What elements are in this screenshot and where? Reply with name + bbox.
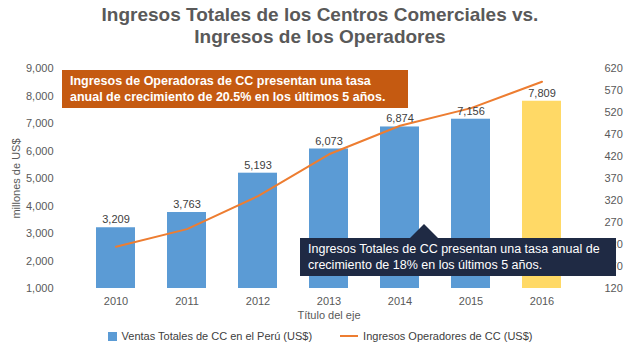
- svg-text:millones de US$: millones de US$: [10, 138, 22, 218]
- svg-text:2016: 2016: [530, 295, 554, 307]
- svg-text:1,000: 1,000: [26, 282, 54, 294]
- svg-text:9,000: 9,000: [26, 62, 54, 74]
- svg-text:2010: 2010: [104, 295, 128, 307]
- svg-text:470: 470: [605, 128, 623, 140]
- svg-text:120: 120: [605, 282, 623, 294]
- svg-text:7,156: 7,156: [457, 105, 485, 117]
- svg-text:2014: 2014: [388, 295, 412, 307]
- svg-text:270: 270: [605, 216, 623, 228]
- svg-text:3,209: 3,209: [102, 213, 130, 225]
- svg-text:320: 320: [605, 194, 623, 206]
- svg-text:8,000: 8,000: [26, 90, 54, 102]
- svg-text:Título del eje: Título del eje: [298, 309, 361, 321]
- svg-text:7,000: 7,000: [26, 117, 54, 129]
- svg-text:6,000: 6,000: [26, 145, 54, 157]
- html-text:Ventas Totales de CC en el Per: Ventas Totales de CC en el Perú (US$): [121, 330, 313, 342]
- svg-text:2011: 2011: [175, 295, 199, 307]
- html-text:Ingresos Totales de los Centro: Ingresos Totales de los Centros Comercia…: [101, 4, 539, 47]
- html-text:Ingresos de Operadoras de CC p: Ingresos de Operadoras de CC presentan u…: [70, 74, 386, 104]
- svg-text:3,000: 3,000: [26, 227, 54, 239]
- svg-text:5,000: 5,000: [26, 172, 54, 184]
- svg-text:2013: 2013: [317, 295, 341, 307]
- svg-text:6,874: 6,874: [386, 112, 414, 124]
- svg-text:6,073: 6,073: [315, 135, 343, 147]
- svg-text:2,000: 2,000: [26, 255, 54, 267]
- svg-text:2012: 2012: [246, 295, 270, 307]
- html-text:Ingresos Totales de CC present: Ingresos Totales de CC presentan una tas…: [308, 242, 600, 272]
- svg-text:620: 620: [605, 62, 623, 74]
- svg-text:4,000: 4,000: [26, 200, 54, 212]
- svg-text:3,763: 3,763: [173, 198, 201, 210]
- svg-text:7,809: 7,809: [528, 87, 556, 99]
- svg-text:570: 570: [605, 84, 623, 96]
- svg-text:5,193: 5,193: [244, 159, 272, 171]
- svg-text:520: 520: [605, 106, 623, 118]
- svg-text:420: 420: [605, 150, 623, 162]
- svg-text:370: 370: [605, 172, 623, 184]
- svg-text:2015: 2015: [459, 295, 483, 307]
- html-text:Ingresos Operadores de CC (US$: Ingresos Operadores de CC (US$): [363, 330, 533, 342]
